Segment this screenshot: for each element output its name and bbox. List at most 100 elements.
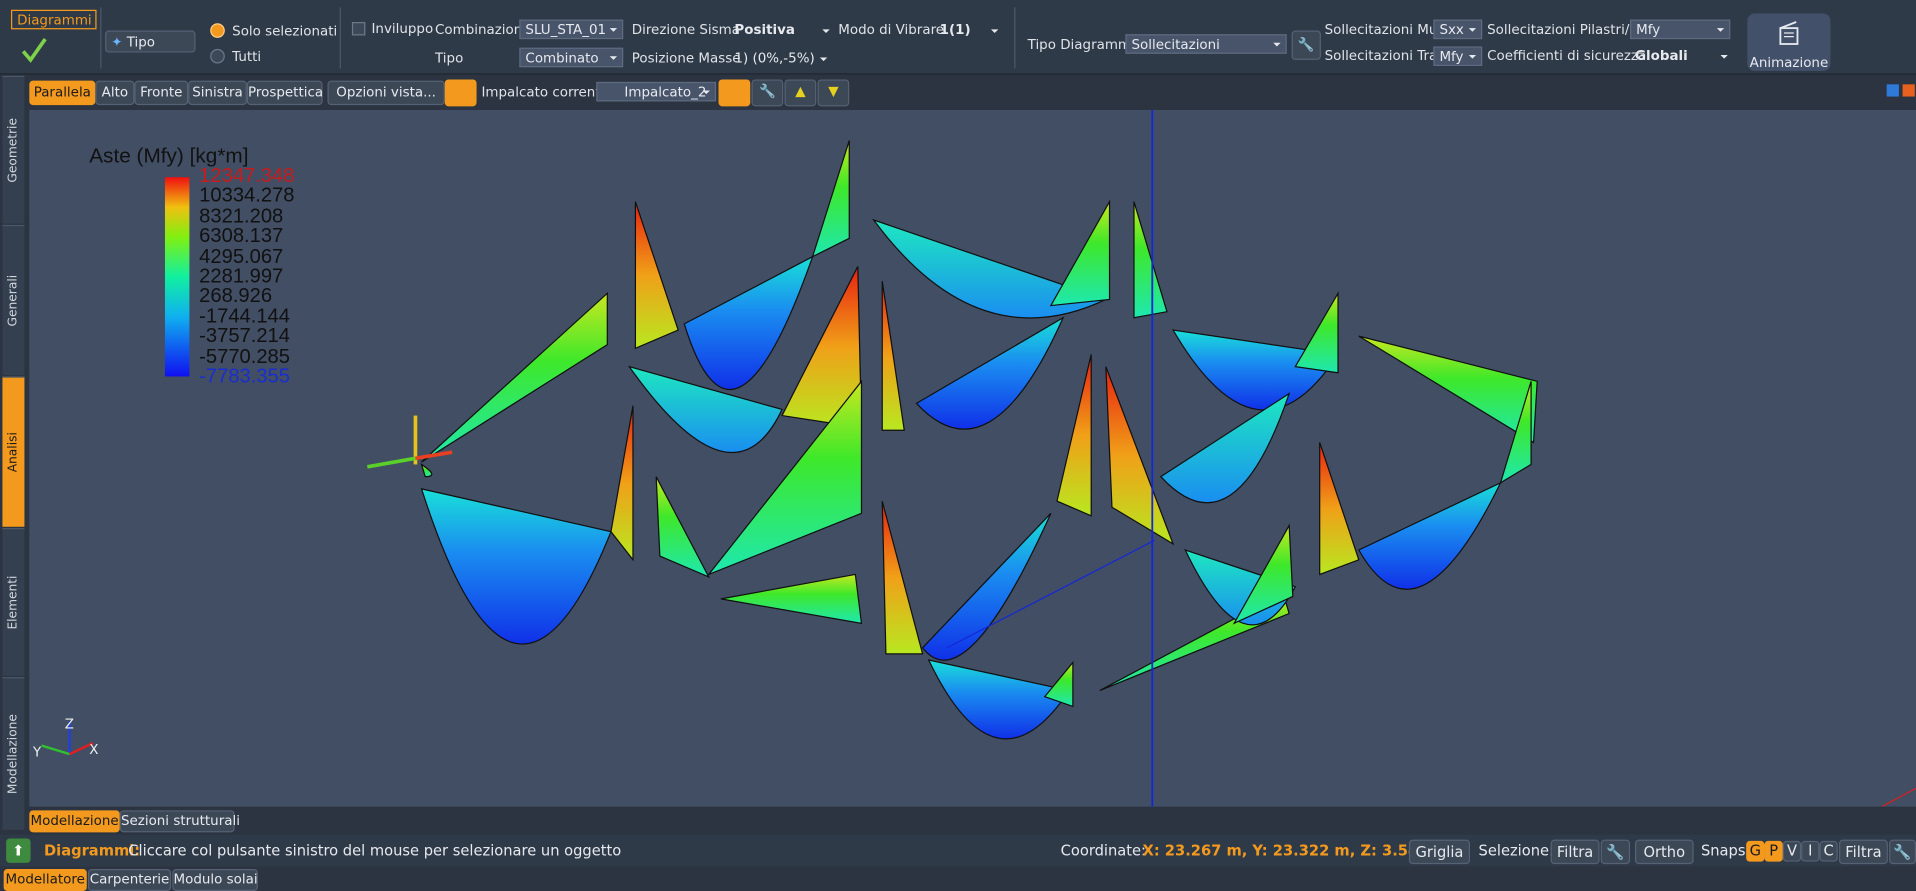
snap-button[interactable]: C: [1819, 840, 1838, 862]
app-tab[interactable]: Modulo solai: [172, 868, 258, 891]
legend-title: Aste (Mfy) [kg*m]: [89, 144, 249, 168]
wrench-button[interactable]: 🔧: [1291, 30, 1321, 60]
level-up-button[interactable]: ▲: [784, 79, 817, 107]
legend-label: -1744.144: [199, 305, 291, 328]
lock-button[interactable]: [718, 79, 751, 107]
impalcato-label: Impalcato corrente:: [481, 84, 614, 101]
app-tab[interactable]: Modellatore: [3, 868, 87, 891]
field-label: Combinazione: [435, 21, 531, 38]
field-label: Coefficienti di sicurezza: [1487, 47, 1647, 64]
legend-label: -5770.285: [199, 345, 291, 368]
combo-muri[interactable]: Sxx: [1433, 19, 1483, 40]
field-label: Modo di Vibrare: [838, 21, 945, 38]
combo-impalcato[interactable]: Impalcato_2: [596, 81, 717, 102]
app-tab[interactable]: Carpenterie: [87, 868, 172, 891]
combo-combinazione[interactable]: SLU_STA_01: [519, 19, 624, 40]
animazione-button[interactable]: Animazione: [1747, 13, 1831, 71]
wrench-button[interactable]: 🔧: [1600, 839, 1631, 865]
axis-label: Y: [32, 744, 42, 761]
origin-gizmo: [366, 415, 453, 569]
toolbar-tab[interactable]: Diagrammi: [10, 9, 97, 30]
animazione-label: Animazione: [1749, 54, 1829, 71]
moment-diagrams: [420, 140, 1538, 740]
combo-modo[interactable]: 1(1): [940, 22, 1001, 38]
combo-coefficienti[interactable]: Globali: [1635, 48, 1730, 64]
filtra-snaps-button[interactable]: Filtra: [1839, 839, 1888, 865]
tipo-button-label: Tipo: [126, 34, 156, 51]
side-tab[interactable]: Modellazione: [2, 677, 25, 830]
status-mode: Diagrammi:: [43, 842, 141, 860]
snaps-label: Snaps:: [1700, 842, 1751, 860]
bottom-tab[interactable]: Modellazione: [29, 810, 120, 833]
combo-tipo[interactable]: Combinato: [519, 47, 624, 68]
tipo-button[interactable]: ✦ Tipo: [105, 30, 196, 53]
combo-posizione[interactable]: 1) (0%,-5%): [734, 50, 829, 66]
legend-color-bar: [164, 177, 190, 377]
radio-selected[interactable]: [210, 23, 225, 38]
ortho-button[interactable]: Ortho: [1634, 839, 1694, 865]
legend-label: 8321.208: [199, 205, 284, 228]
grid-toggle[interactable]: [444, 79, 477, 107]
axis-label: Z: [64, 716, 74, 733]
wrench-button[interactable]: 🔧: [1889, 839, 1916, 865]
side-tab-label: Generali: [6, 274, 21, 327]
level-down-button[interactable]: ▼: [817, 79, 850, 107]
radio[interactable]: [210, 48, 225, 64]
legend-label: 10334.278: [199, 185, 295, 208]
view-button[interactable]: Alto: [95, 80, 135, 106]
legend-label: 2281.997: [199, 265, 284, 288]
opzioni-button[interactable]: Opzioni vista...: [327, 80, 445, 106]
filtra-button[interactable]: Filtra: [1550, 839, 1600, 865]
view-button[interactable]: Fronte: [134, 80, 189, 106]
wrench-button[interactable]: 🔧: [751, 79, 784, 107]
field-label: Posizione Masse: [631, 50, 741, 66]
side-tab-label: Analisi: [6, 432, 21, 473]
structure-diagram: [164, 109, 1916, 807]
viewport[interactable]: Aste (Mfy) [kg*m] 12347.348 10334.278 8321…: [29, 109, 1916, 807]
view-button[interactable]: Prospettica: [246, 80, 323, 106]
radio-label: Solo selezionati: [232, 23, 338, 40]
close-button[interactable]: [1902, 84, 1915, 97]
field-label: Tipo: [435, 50, 464, 66]
side-tab[interactable]: Geometrie: [2, 75, 25, 224]
axis-line: [1881, 787, 1916, 807]
side-tab-label: Geometrie: [6, 118, 21, 183]
legend-label: 268.926: [199, 285, 273, 308]
snap-button[interactable]: V: [1782, 840, 1802, 862]
combo-tipo-diagramma[interactable]: Sollecitazioni: [1125, 34, 1287, 54]
side-tab[interactable]: Generali: [2, 224, 25, 376]
toolbar: Diagrammi ✦ Tipo Solo selezionati Tutti …: [0, 0, 1916, 75]
view-button[interactable]: Sinistra: [188, 80, 247, 106]
legend-label: 4295.067: [199, 245, 284, 268]
status-message: Cliccare col pulsante sinistro del mouse…: [128, 842, 622, 860]
selezione-label: Selezione:: [1478, 842, 1554, 860]
snap-button[interactable]: G: [1746, 840, 1765, 862]
field-label: Sollecitazioni Travi: [1324, 47, 1449, 64]
confirm-icon[interactable]: [20, 35, 49, 64]
side-tab[interactable]: Analisi: [2, 376, 25, 527]
combo-pilastri[interactable]: Mfy: [1630, 19, 1731, 40]
field-label: Sollecitazioni Pilastri/Pali: [1487, 21, 1653, 38]
snap-button[interactable]: P: [1764, 840, 1783, 862]
axis-label: X: [89, 741, 99, 758]
griglia-button[interactable]: Griglia: [1408, 839, 1470, 865]
coordinate-label: Coordinate:: [1060, 842, 1146, 860]
bottom-tab-bar: [26, 807, 1916, 833]
side-tab-label: Elementi: [6, 575, 21, 630]
axes-gizmo: [41, 721, 94, 756]
dock-button[interactable]: [1886, 84, 1899, 97]
side-tab-label: Modellazione: [6, 714, 21, 795]
snap-button[interactable]: I: [1801, 840, 1820, 862]
side-tab[interactable]: Elementi: [2, 527, 25, 676]
checkbox[interactable]: [351, 21, 366, 36]
status-bar: ⬆ Diagrammi: Cliccare col pulsante sinis…: [0, 834, 1916, 867]
combo-direzione[interactable]: Positiva: [734, 22, 832, 38]
legend-label: 6308.137: [199, 225, 284, 248]
status-icon: ⬆: [6, 838, 31, 863]
bottom-tab[interactable]: Sezioni strutturali: [119, 810, 240, 833]
legend-label: 12347.348: [199, 164, 295, 187]
view-button[interactable]: Parallela: [29, 80, 96, 106]
combo-travi[interactable]: Mfy: [1433, 46, 1483, 66]
